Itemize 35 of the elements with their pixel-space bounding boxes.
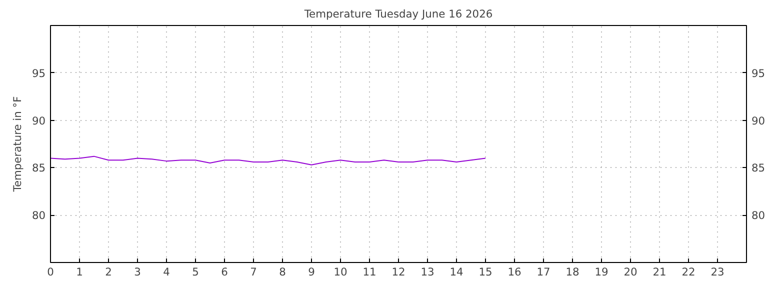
x-tick-label: 23 — [710, 266, 724, 278]
y-tick-label: 95 — [32, 66, 46, 80]
y-tick-label: 80 — [32, 209, 46, 222]
y-tick-label: 90 — [32, 114, 46, 128]
x-tick-label: 18 — [566, 266, 580, 278]
x-tick-label: 3 — [134, 266, 141, 278]
x-tick-label: 16 — [508, 266, 522, 278]
x-tick-label: 17 — [536, 266, 550, 278]
x-tick-label: 1 — [76, 266, 83, 278]
x-tick-label: 12 — [392, 266, 406, 278]
line-series — [50, 156, 486, 166]
x-tick-label: 11 — [362, 266, 376, 278]
x-tick-label: 2 — [105, 266, 112, 278]
x-tick-label: 10 — [334, 266, 348, 278]
x-tick-label: 9 — [308, 266, 316, 278]
y-tick-label: 85 — [32, 162, 46, 175]
chart-title: Temperature Tuesday June 16 2026 — [303, 8, 493, 20]
x-tick-label: 19 — [594, 266, 608, 278]
x-tick-label: 20 — [624, 266, 638, 278]
x-tick-label: 4 — [163, 266, 170, 278]
y2-tick-label: 95 — [752, 66, 766, 80]
x-tick-label: 13 — [420, 266, 434, 278]
x-tick-label: 6 — [221, 266, 228, 278]
x-tick-label: 21 — [652, 266, 666, 278]
y2-tick-label: 80 — [752, 209, 766, 222]
y2-tick-label: 85 — [752, 162, 766, 175]
x-tick-label: 5 — [192, 266, 199, 278]
y-axis-title: Temperature in °F — [10, 96, 24, 193]
y2-tick-label: 90 — [752, 114, 766, 128]
x-tick-label: 22 — [682, 266, 696, 278]
x-tick-label: 15 — [478, 266, 492, 278]
x-tick-label: 7 — [250, 266, 257, 278]
x-tick-label: 14 — [450, 266, 464, 278]
x-tick-label: 8 — [279, 266, 286, 278]
x-tick-label: 0 — [47, 266, 54, 278]
